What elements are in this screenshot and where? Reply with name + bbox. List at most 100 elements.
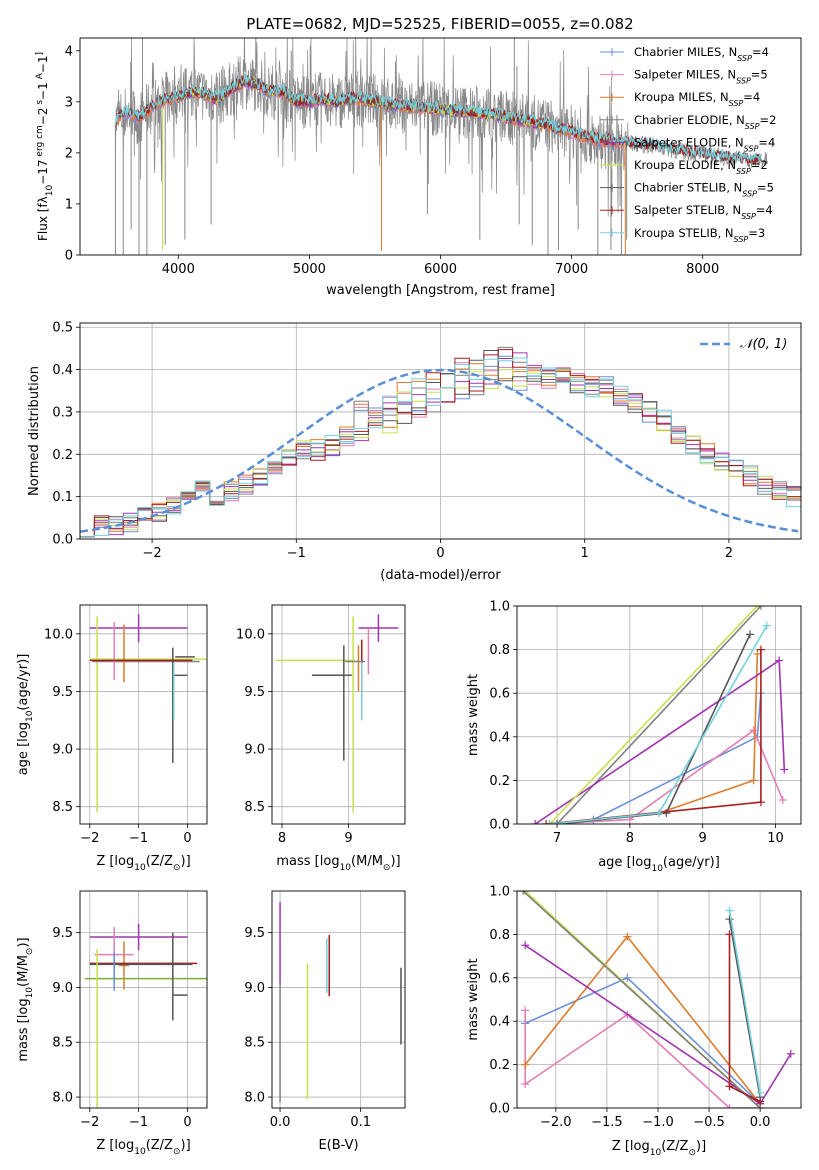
x-axis-label-part: 10 [340, 863, 352, 873]
weight-marker-chabrier_elodie [756, 606, 765, 610]
weight-marker-salpeter_stelib [725, 1082, 734, 1091]
y-axis-label-part: (age/yr)] [16, 654, 31, 711]
x-axis-label-part: Z [log [96, 1138, 134, 1153]
x-axis-label-part: Z [log [96, 854, 134, 869]
x-tick-label: 7 [553, 831, 561, 846]
x-tick-label: 0 [436, 546, 444, 561]
legend-label: Kroupa MILES, NSSP=4 [634, 90, 760, 108]
x-tick-label: 4000 [162, 262, 195, 277]
weight-line-salpeter_miles [549, 729, 784, 824]
x-axis-label-part: 10 [651, 864, 663, 874]
x-axis-label-part: )] [696, 1139, 706, 1154]
y-tick-label: 0.2 [52, 448, 73, 463]
legend-sub: SSP [744, 144, 759, 153]
x-tick-label: 9 [344, 831, 352, 846]
axes-frame [79, 604, 208, 825]
x-axis-label: wavelength [Angstrom, rest frame] [326, 283, 555, 298]
x-tick-label: −1 [129, 831, 148, 846]
legend-name: Chabrier STELIB, N [634, 181, 742, 195]
y-tick-label: 0.8 [489, 643, 510, 658]
x-tick-label: 5000 [293, 262, 326, 277]
legend-n: =4 [743, 90, 760, 104]
y-tick-label: 0.6 [489, 687, 510, 702]
x-axis-label-part: (Z/Z [146, 1138, 173, 1153]
panel-spectrum: 4000 5000 6000 7000 8000 0 1 2 3 4 Chabrier MILES,… [35, 37, 802, 298]
y-axis-label-part: (M/M [16, 955, 31, 987]
x-tick-label: 1 [581, 546, 589, 561]
panel-mass_vs_Z: −2 −1 08.08.59.09.5Z [log10(Z/Z⊙)]mass [lo… [16, 890, 208, 1157]
weight-line-chabrier_elodie [556, 606, 762, 824]
x-axis-label-part: mass [log [276, 854, 339, 869]
legend-n: =4 [752, 45, 769, 59]
weight-line-kroupa_elodie [549, 606, 758, 824]
x-axis-label: Z [log10(Z/Z⊙)] [96, 854, 190, 873]
legend-name: Salpeter STELIB, N [634, 203, 741, 217]
x-tick-label: 0 [183, 1115, 191, 1130]
x-axis-label-part: age [log [598, 855, 651, 870]
axes-frame [271, 604, 406, 825]
y-tick-label: 8.5 [52, 1036, 73, 1051]
legend-sub: SSP [736, 167, 751, 176]
weights-weight_vs_age [531, 606, 789, 824]
weight-marker-chabrier_miles [623, 973, 632, 982]
y-tick-label: 4 [65, 44, 73, 59]
x-tick-label: 10 [767, 831, 784, 846]
y-tick-label: 8.5 [52, 800, 73, 815]
axes-frame [516, 605, 802, 825]
weight-line-chabrier_elodie [522, 891, 761, 1108]
y-tick-label: 0.4 [489, 1015, 510, 1030]
x-tick-label: 8 [626, 831, 634, 846]
weight-marker-chabrier_elodie [519, 891, 528, 895]
y-axis-label: age [log10(age/yr)] [16, 654, 35, 776]
y-tick-label: 9.5 [52, 685, 73, 700]
normal-curve [80, 368, 799, 533]
y-tick-label: 0.5 [52, 321, 73, 336]
legend-label: Kroupa STELIB, NSSP=3 [634, 226, 765, 244]
legend-n: =5 [757, 181, 774, 195]
y-axis-label: mass weight [466, 958, 481, 1040]
y-axis-label: mass [log10(M/M⊙)] [16, 937, 35, 1061]
x-axis-label-part: ⊙ [173, 863, 181, 873]
weight-marker-kroupa_miles [753, 649, 762, 658]
legend-name: Kroupa ELODIE, N [634, 158, 736, 172]
x-axis-label-part: (Z/Z [146, 854, 173, 869]
y-tick-label: 0.4 [52, 363, 73, 378]
weight-marker-chabrier_stelib [746, 630, 755, 639]
y-axis-label-part: 10 [25, 710, 35, 722]
axes-frame [79, 890, 208, 1109]
hist-legend: 𝒩(0, 1) [700, 337, 787, 352]
x-tick-label: 2 [725, 546, 733, 561]
legend-sub: SSP [737, 54, 752, 63]
y-tick-label: 3 [65, 95, 73, 110]
y-tick-label: 0 [65, 249, 73, 264]
x-axis-label-part: )] [181, 1138, 191, 1153]
weight-marker-salpeter_stelib [756, 645, 765, 654]
legend-n: =3 [748, 226, 765, 240]
weight-marker-salpeter_elodie [786, 1049, 795, 1058]
y-tick-label: 8.5 [244, 1036, 265, 1051]
y-axis-label-part: A [35, 72, 45, 82]
y-axis-label-part: λ [36, 196, 50, 203]
x-tick-label: −1 [287, 546, 306, 561]
weight-marker-chabrier_stelib [725, 915, 734, 924]
y-axis-label: Flux [fλ10−17 erg cm−2 s−1 A−1] [35, 52, 55, 241]
x-axis-label-part: )] [181, 854, 191, 869]
y-tick-label: 9.0 [244, 981, 265, 996]
weight-marker-salpeter_elodie [780, 765, 789, 774]
y-tick-label: 2 [65, 146, 73, 161]
weight-marker-salpeter_stelib [725, 930, 734, 939]
weight-marker-kroupa_miles [749, 776, 758, 785]
legend-name: Salpeter ELODIE, N [634, 135, 744, 149]
weight-marker-salpeter_miles [725, 1104, 734, 1108]
weight-marker-kroupa_elodie [753, 606, 762, 610]
legend-sub: SSP [734, 234, 749, 243]
x-tick-label: 0 [183, 831, 191, 846]
x-tick-label: 8 [278, 831, 286, 846]
x-axis-label-part: 10 [134, 1147, 146, 1157]
legend-n: =4 [758, 135, 775, 149]
weight-marker-kroupa_stelib [756, 1088, 765, 1097]
legend-n: =2 [751, 158, 768, 172]
x-axis-label: age [log10(age/yr)] [598, 855, 720, 874]
